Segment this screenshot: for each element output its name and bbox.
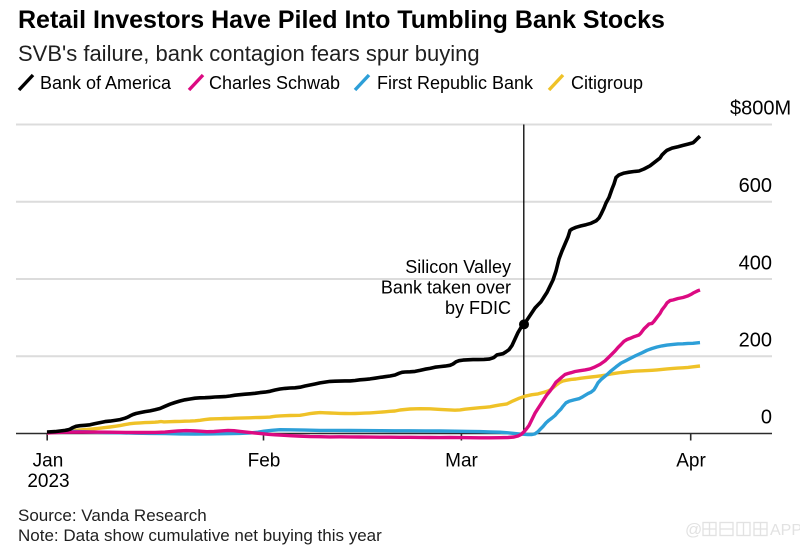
svg-text:Feb: Feb [248,451,281,472]
svg-text:Jan: Jan [33,451,64,472]
svg-text:Apr: Apr [676,451,706,472]
svg-text:Bank taken over: Bank taken over [381,278,511,298]
svg-text:600: 600 [739,175,772,197]
svg-text:200: 200 [739,330,772,352]
svg-text:Mar: Mar [445,451,478,472]
svg-text:0: 0 [761,407,772,429]
svg-text:@: @ [685,520,702,539]
svg-text:2023: 2023 [27,471,69,492]
svg-text:400: 400 [739,252,772,274]
svg-text:Silicon Valley: Silicon Valley [405,257,511,277]
svg-text:$800M: $800M [730,98,791,120]
svg-text:APP: APP [770,522,800,539]
svg-text:by FDIC: by FDIC [445,298,511,318]
